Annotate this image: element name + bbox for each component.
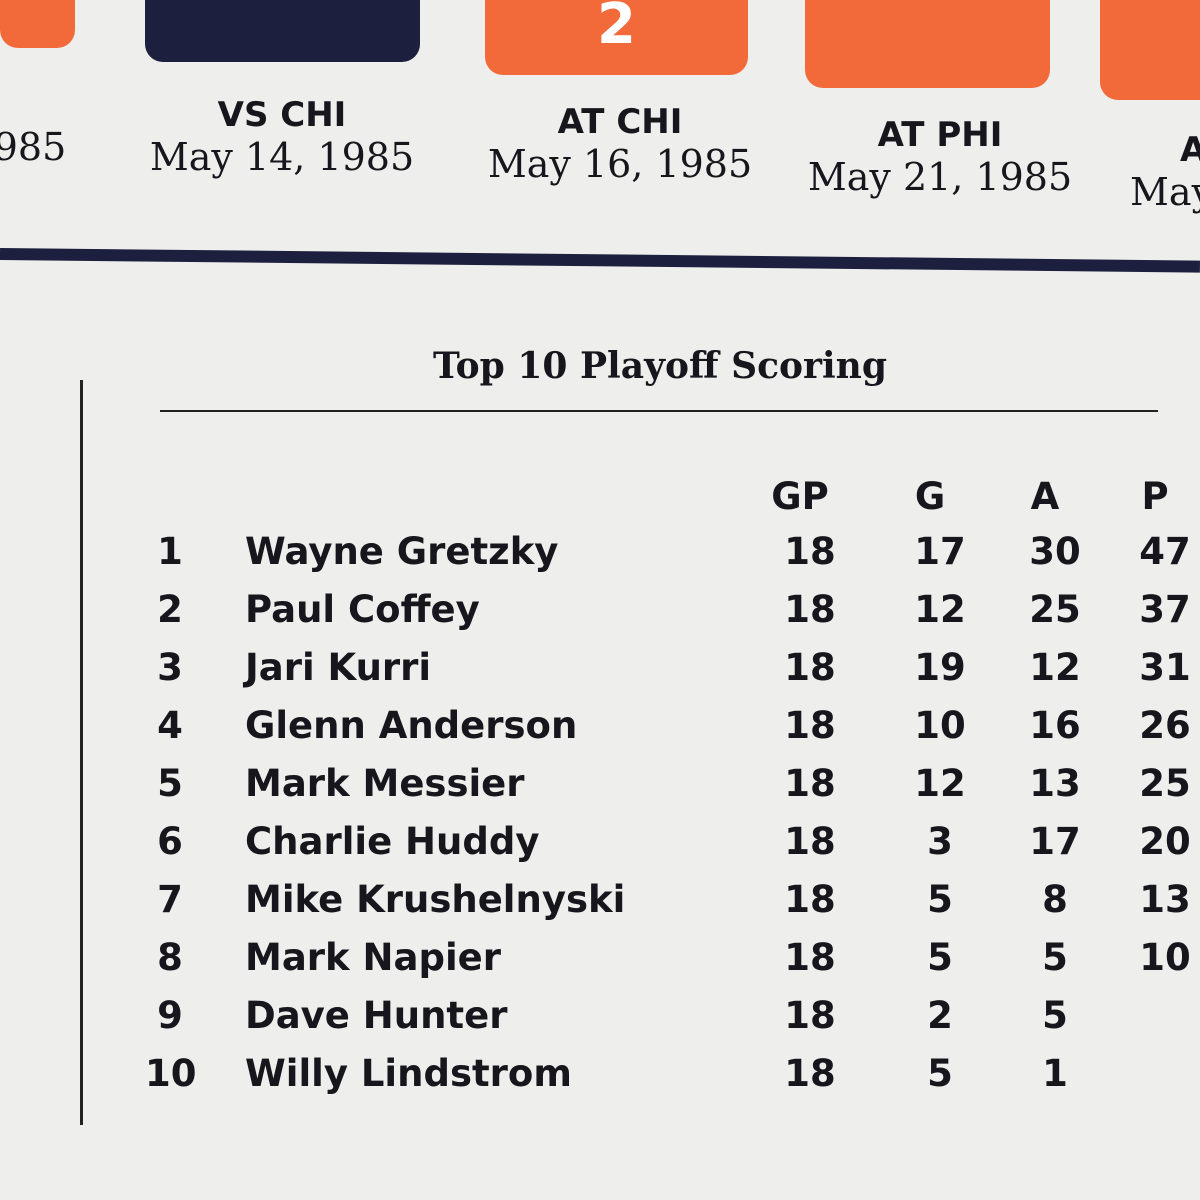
game-date: May 14, 1985 <box>149 135 415 179</box>
games-played: 18 <box>784 704 836 747</box>
goals: 12 <box>914 762 966 805</box>
goals: 5 <box>927 1052 953 1095</box>
table-title: Top 10 Playoff Scoring <box>432 345 887 387</box>
game-date: 985 <box>0 125 67 169</box>
points: 10 <box>1139 936 1191 979</box>
games-played: 18 <box>784 994 836 1037</box>
column-header: A <box>1030 475 1060 518</box>
goals: 5 <box>927 936 953 979</box>
game-tile <box>805 0 1050 88</box>
player-name: Dave Hunter <box>245 994 508 1037</box>
game-number: 2 <box>597 0 636 57</box>
games-played: 18 <box>784 762 836 805</box>
game-label: AT PHI May 21, 1985 <box>800 115 1080 199</box>
goals: 5 <box>927 878 953 921</box>
title-rule <box>160 410 1158 412</box>
assists: 16 <box>1029 704 1081 747</box>
assists: 8 <box>1042 878 1068 921</box>
matchup: VS CHI <box>217 95 347 135</box>
game-label: AT CHI May 16, 1985 <box>480 102 760 186</box>
rank: 10 <box>145 1052 197 1095</box>
goals: 2 <box>927 994 953 1037</box>
player-name: Mark Messier <box>245 762 525 805</box>
player-name: Willy Lindstrom <box>245 1052 572 1095</box>
player-name: Jari Kurri <box>245 646 432 689</box>
matchup: AT PHI <box>877 115 1003 155</box>
divider <box>0 248 1200 273</box>
matchup: AT CHI <box>557 102 683 142</box>
points: 37 <box>1139 588 1191 631</box>
points: 31 <box>1139 646 1191 689</box>
rank: 3 <box>157 646 183 689</box>
player-name: Charlie Huddy <box>245 820 540 863</box>
game-tile <box>1100 0 1200 100</box>
goals: 17 <box>914 530 966 573</box>
game-date: May 16, 1985 <box>487 142 753 186</box>
player-name: Paul Coffey <box>245 588 480 631</box>
points: 25 <box>1139 762 1191 805</box>
game-label: VS CHI May 14, 1985 <box>142 95 422 179</box>
player-name: Glenn Anderson <box>245 704 578 747</box>
games-played: 18 <box>784 936 836 979</box>
assists: 12 <box>1029 646 1081 689</box>
points: 26 <box>1139 704 1191 747</box>
game-date: May <box>1130 170 1200 214</box>
rank: 9 <box>157 994 183 1037</box>
assists: 30 <box>1029 530 1081 573</box>
assists: 17 <box>1029 820 1081 863</box>
games-played: 18 <box>784 646 836 689</box>
games-played: 18 <box>784 878 836 921</box>
assists: 13 <box>1029 762 1081 805</box>
points: 20 <box>1139 820 1191 863</box>
assists: 25 <box>1029 588 1081 631</box>
matchup: A <box>1180 130 1200 170</box>
game-tile <box>0 0 75 48</box>
rank: 6 <box>157 820 183 863</box>
column-header: GP <box>771 475 829 518</box>
goals: 10 <box>914 704 966 747</box>
game-tile: 2 <box>485 0 748 75</box>
goals: 12 <box>914 588 966 631</box>
rank: 1 <box>157 530 183 573</box>
vertical-rule <box>80 380 83 1125</box>
goals: 19 <box>914 646 966 689</box>
games-played: 18 <box>784 530 836 573</box>
rank: 7 <box>157 878 183 921</box>
rank: 4 <box>157 704 183 747</box>
rank: 2 <box>157 588 183 631</box>
assists: 1 <box>1042 1052 1068 1095</box>
game-label: 985 <box>0 125 70 169</box>
player-name: Mark Napier <box>245 936 501 979</box>
points: 13 <box>1139 878 1191 921</box>
player-name: Mike Krushelnyski <box>245 878 626 921</box>
games-played: 18 <box>784 588 836 631</box>
game-date: May 21, 1985 <box>807 155 1073 199</box>
assists: 5 <box>1042 936 1068 979</box>
column-header: G <box>914 475 946 518</box>
column-header: P <box>1141 475 1169 518</box>
games-played: 18 <box>784 1052 836 1095</box>
games-played: 18 <box>784 820 836 863</box>
game-label: AMay <box>1130 130 1200 214</box>
game-tile <box>145 0 420 62</box>
goals: 3 <box>927 820 953 863</box>
player-name: Wayne Gretzky <box>245 530 559 573</box>
assists: 5 <box>1042 994 1068 1037</box>
points: 47 <box>1139 530 1191 573</box>
rank: 8 <box>157 936 183 979</box>
rank: 5 <box>157 762 183 805</box>
